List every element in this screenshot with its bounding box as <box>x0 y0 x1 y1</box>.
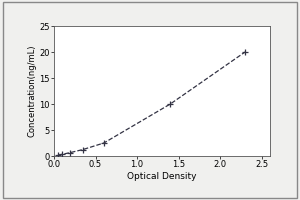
X-axis label: Optical Density: Optical Density <box>127 172 197 181</box>
Y-axis label: Concentration(ng/mL): Concentration(ng/mL) <box>28 45 37 137</box>
